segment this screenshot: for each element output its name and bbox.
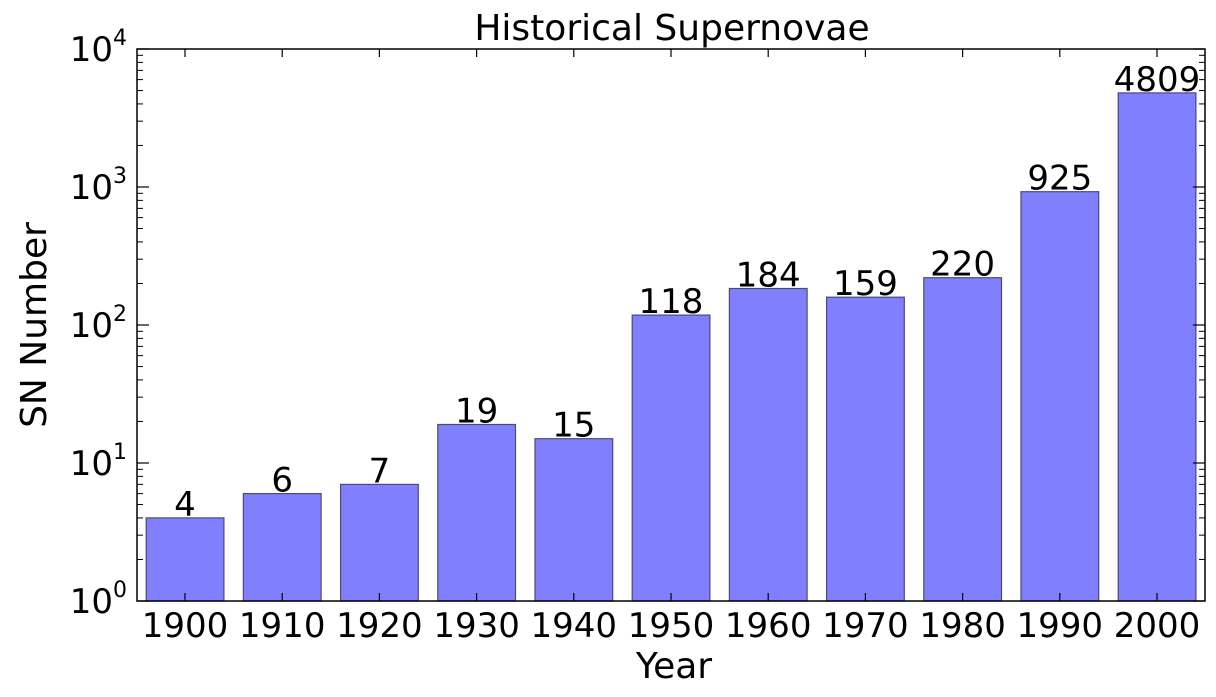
x-tick-label-1950: 1950 [628, 606, 715, 646]
x-tick-label-1920: 1920 [336, 606, 423, 646]
bar-1910 [242, 493, 322, 602]
bar-labels-group: 4 6 7 19 15 118 184 159 220 925 4809 [174, 60, 1200, 525]
bar-1940 [534, 438, 614, 602]
bar-1990 [1020, 191, 1100, 602]
chart-title: Historical Supernovae [474, 8, 869, 49]
bar-value-label-2000: 4809 [1114, 60, 1201, 100]
bar-value-label-1990: 925 [1027, 159, 1092, 199]
y-tick-label-4: 104 [70, 26, 127, 70]
y-tick-label-1: 101 [70, 440, 127, 484]
bar-value-label-1940: 15 [552, 406, 595, 446]
x-tick-label-1930: 1930 [433, 606, 520, 646]
bar-1970 [825, 296, 905, 602]
bar-value-label-1980: 220 [930, 245, 995, 285]
bar-1900 [145, 517, 225, 602]
bar-value-label-1960: 184 [736, 256, 801, 296]
plot-frame [136, 48, 1206, 602]
bar-1920 [340, 483, 419, 602]
bar-1960 [728, 287, 808, 602]
x-tick-label-1960: 1960 [725, 606, 812, 646]
bar-value-label-1910: 6 [271, 461, 293, 501]
bar-value-label-1930: 19 [455, 392, 498, 432]
x-tick-label-1940: 1940 [531, 606, 618, 646]
x-axis-ticks: 1900 1910 1920 1930 1940 1950 1960 1970 1980 1990… [142, 49, 1201, 646]
bar-1980 [923, 277, 1003, 602]
bar-value-label-1900: 4 [174, 485, 196, 525]
x-tick-label-1900: 1900 [142, 606, 229, 646]
x-tick-label-1910: 1910 [239, 606, 326, 646]
bar-value-label-1970: 159 [833, 264, 898, 304]
bars-group [145, 92, 1197, 602]
bar-1930 [437, 423, 517, 602]
y-tick-label-0: 100 [70, 578, 127, 622]
bar-value-label-1950: 118 [639, 282, 704, 322]
x-tick-label-1980: 1980 [919, 606, 1006, 646]
bar-1950 [631, 314, 711, 602]
y-tick-label-3: 103 [70, 164, 127, 208]
bar-value-label-1920: 7 [369, 451, 391, 491]
y-axis-ticks: 100 101 102 103 104 [70, 26, 1205, 622]
bar-2000 [1117, 92, 1197, 602]
x-tick-label-2000: 2000 [1114, 606, 1201, 646]
x-axis-label: Year [635, 646, 712, 687]
x-tick-label-1970: 1970 [822, 606, 909, 646]
y-axis-label: SN Number [14, 222, 55, 428]
x-tick-label-1990: 1990 [1017, 606, 1104, 646]
y-tick-label-2: 102 [70, 302, 127, 346]
